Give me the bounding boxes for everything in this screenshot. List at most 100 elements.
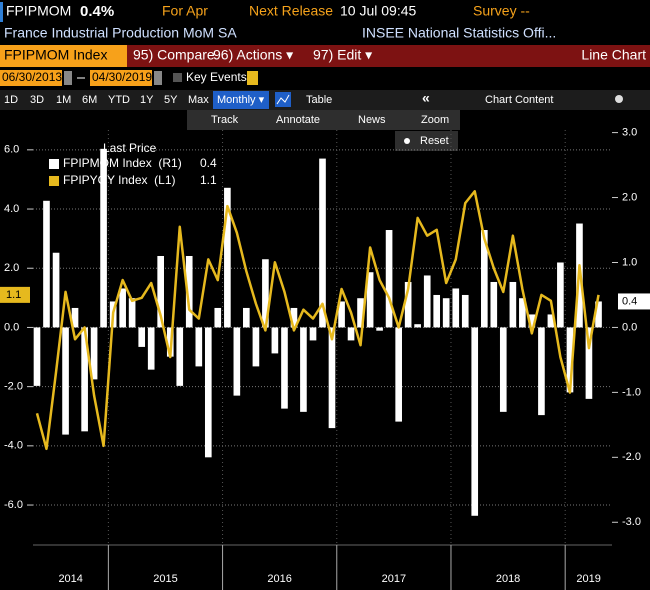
y2-tick-label: 1.0 (622, 256, 637, 268)
bar (423, 275, 431, 328)
period-button[interactable]: YTD (108, 94, 130, 106)
bar (147, 327, 155, 370)
bar (100, 148, 107, 328)
menu-compare[interactable]: 95) Compare (133, 47, 215, 63)
bar (138, 327, 146, 347)
bar (119, 288, 126, 328)
bar (90, 327, 98, 380)
last-value: 0.4% (80, 3, 114, 20)
reset-button[interactable] (395, 131, 458, 151)
x-tick-label: 2017 (382, 573, 406, 585)
bar (376, 327, 383, 331)
bar (433, 294, 441, 328)
end-date[interactable]: 04/30/2019 (92, 70, 152, 84)
bar (357, 298, 364, 328)
reset[interactable]: Reset (420, 135, 449, 147)
end-box[interactable] (90, 70, 152, 86)
bar (309, 327, 317, 341)
y2-tick-label: -3.0 (622, 516, 641, 528)
frequency[interactable]: Monthly ▾ (217, 94, 265, 106)
bar (195, 327, 203, 367)
bar (452, 288, 460, 328)
bar (338, 301, 345, 328)
legend-swatch (49, 159, 59, 169)
calendar-icon[interactable] (154, 71, 162, 85)
start-date[interactable]: 06/30/2013 (2, 70, 62, 84)
period-button[interactable]: Max (188, 94, 209, 106)
marker (0, 2, 3, 22)
bar (499, 327, 507, 412)
bar (233, 327, 241, 396)
tool-news[interactable]: News (358, 114, 386, 126)
menu-actions[interactable]: 96) Actions ▾ (213, 47, 293, 63)
period-button[interactable]: 6M (82, 94, 97, 106)
bar (157, 255, 164, 328)
y-tick-label: 4.0 (4, 203, 19, 215)
source: INSEE National Statistics Offi... (362, 25, 556, 41)
bar (509, 281, 517, 328)
security-box[interactable] (0, 45, 127, 67)
x-tick-label: 2016 (267, 573, 291, 585)
bar (566, 327, 574, 393)
bar (595, 301, 602, 328)
tool-track[interactable]: Track (211, 114, 239, 126)
bar (185, 255, 193, 328)
bar (347, 327, 355, 341)
legend-swatch (49, 176, 59, 186)
period: For Apr (162, 3, 208, 19)
frequency-box[interactable] (213, 91, 269, 109)
menu-edit[interactable]: 97) Edit ▾ (313, 47, 372, 63)
bar (290, 307, 298, 328)
bar (404, 281, 412, 328)
collapse[interactable]: « (422, 90, 430, 106)
y-tick-label: -4.0 (4, 440, 23, 452)
period-bar (0, 90, 650, 110)
tool-annotate[interactable]: Annotate (276, 114, 320, 126)
bar (243, 307, 250, 328)
key-events[interactable]: Key Events (186, 70, 247, 84)
bar (471, 327, 479, 516)
security[interactable]: FPIPMOM Index (4, 47, 107, 63)
info-icon[interactable] (247, 71, 258, 85)
bar (461, 294, 469, 328)
checkbox[interactable] (173, 73, 182, 82)
x-tick-label: 2014 (58, 573, 82, 585)
bar (328, 327, 336, 429)
legend-value: 0.4 (200, 156, 217, 170)
chart-content[interactable]: Chart Content (485, 94, 553, 106)
gear-icon[interactable] (615, 95, 623, 103)
legend-title: Last Price (103, 141, 157, 155)
bar (319, 158, 326, 328)
x-tick-label: 2018 (496, 573, 520, 585)
next-release-label: Next Release (249, 3, 333, 19)
last-value-tag-label: 0.4 (622, 295, 637, 307)
bar (585, 327, 593, 399)
bar (547, 314, 555, 328)
view[interactable]: Line Chart (581, 47, 646, 63)
bar (43, 200, 50, 328)
tool-zoom[interactable]: Zoom (421, 114, 449, 126)
menu-bar (127, 45, 650, 67)
bar (366, 272, 374, 328)
period-button[interactable]: 1D (4, 94, 18, 106)
calendar-icon[interactable] (64, 71, 72, 85)
bar (519, 298, 526, 328)
period-button[interactable]: 1M (56, 94, 71, 106)
table[interactable]: Table (306, 94, 332, 106)
bar (281, 327, 288, 409)
bar (204, 327, 212, 458)
y-tick-label: 2.0 (4, 262, 19, 274)
bar (442, 298, 450, 328)
y-tick-label: -6.0 (4, 499, 23, 511)
bar (528, 314, 536, 328)
reset-icon (404, 138, 410, 144)
bar (128, 298, 136, 328)
last-value-tag (618, 293, 650, 310)
period-button[interactable]: 3D (30, 94, 44, 106)
period-button[interactable]: 1Y (140, 94, 154, 106)
start-box[interactable] (0, 70, 62, 86)
bar (81, 327, 88, 432)
period-button[interactable]: 5Y (164, 94, 178, 106)
